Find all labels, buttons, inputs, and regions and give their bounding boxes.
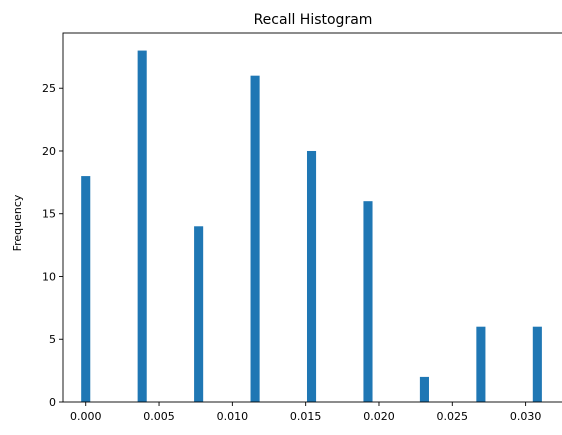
chart-title: Recall Histogram [254, 12, 373, 28]
bars-group [81, 50, 542, 403]
histogram-bar-4 [250, 75, 260, 403]
histogram-bar-1 [81, 176, 91, 402]
x-tick-label: 0.000 [70, 410, 102, 423]
y-axis-ticks: 0 5 10 15 20 25 [42, 82, 63, 409]
y-tick-label: 5 [49, 333, 56, 346]
histogram-bar-2 [137, 50, 147, 402]
y-tick-label: 20 [42, 145, 56, 158]
x-tick-label: 0.015 [290, 410, 322, 423]
y-tick-label: 25 [42, 82, 56, 95]
x-tick-label: 0.010 [217, 410, 249, 423]
y-tick-label: 10 [42, 270, 56, 283]
histogram-bar-3 [194, 226, 204, 402]
histogram-bar-5 [306, 150, 317, 402]
x-tick-label: 0.005 [143, 410, 175, 423]
x-tick-label: 0.020 [363, 410, 395, 423]
plot-frame [62, 32, 562, 403]
y-tick-label: 15 [42, 208, 56, 221]
histogram-bar-6 [363, 201, 373, 402]
y-tick-label: 0 [49, 396, 56, 409]
y-axis-label: Frequency [11, 194, 24, 251]
x-tick-label: 0.030 [510, 410, 542, 423]
histogram-bar-8 [476, 326, 486, 402]
histogram-bar-7 [419, 376, 429, 402]
x-tick-label: 0.025 [437, 410, 469, 423]
x-axis-ticks: 0.000 0.005 0.010 0.015 0.020 0.025 0.030 [70, 402, 541, 423]
histogram-bar-9 [532, 326, 542, 402]
